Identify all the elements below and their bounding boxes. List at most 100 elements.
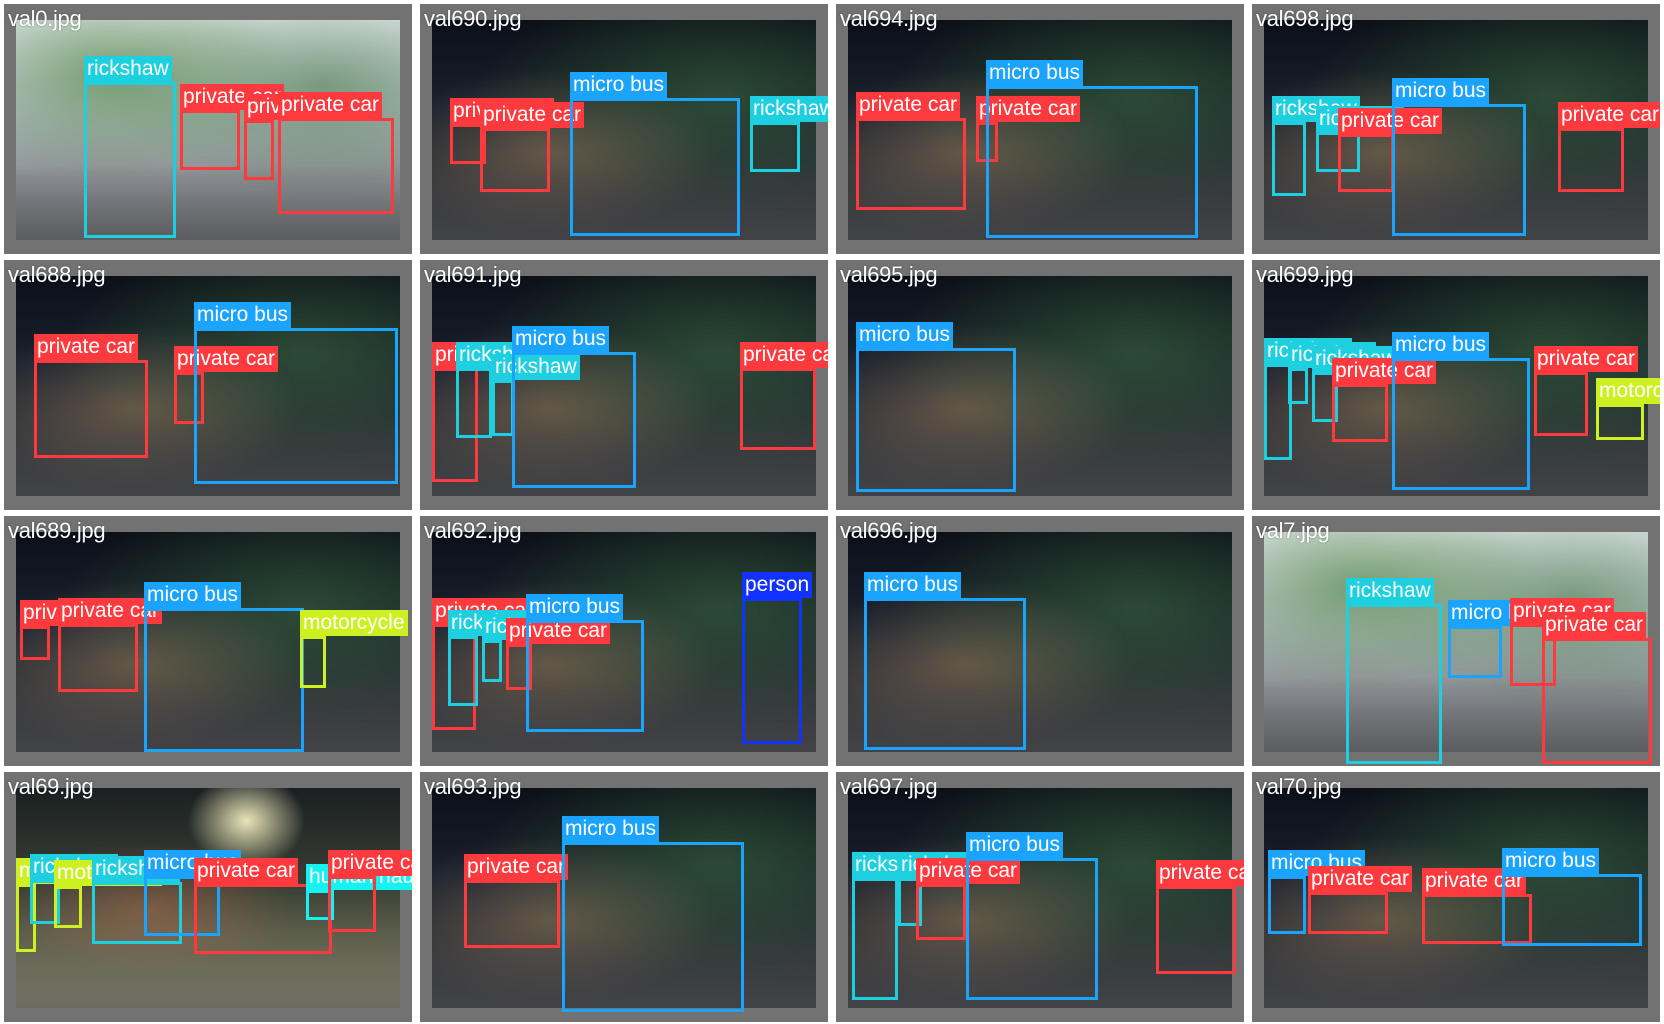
detection-box <box>58 624 138 692</box>
detection-box <box>750 122 800 172</box>
detection-box <box>1268 876 1306 934</box>
detection-label: private car <box>278 92 383 118</box>
detection-box <box>482 640 502 682</box>
detection-box <box>1264 364 1292 460</box>
detection-box <box>740 368 816 450</box>
detection-label: private car <box>174 346 279 372</box>
detection-box <box>1502 874 1642 946</box>
image-filename: val699.jpg <box>1256 262 1354 287</box>
detection-label: micro bus <box>966 832 1064 858</box>
detection-box <box>448 636 478 706</box>
detection-box <box>92 882 182 944</box>
detection-box <box>456 368 492 438</box>
detection-label: private car <box>506 618 611 644</box>
scene-photo <box>16 788 400 1008</box>
detection-label: rickshaw <box>84 56 172 82</box>
detection-box <box>480 128 550 192</box>
detection-box <box>1422 894 1532 944</box>
image-tile: private carrickshawrickshawmicro buspriv… <box>420 260 828 510</box>
detection-box <box>852 878 898 1000</box>
detection-box <box>1510 624 1556 686</box>
image-filename: val69.jpg <box>8 774 94 799</box>
scene-photo <box>16 532 400 752</box>
image-tile: private car private car micro bus val688.jp… <box>4 260 412 510</box>
detection-box <box>966 858 1098 1000</box>
detection-label: private car <box>480 102 585 128</box>
detection-box <box>464 880 560 948</box>
detection-box <box>1534 372 1588 436</box>
image-filename: val691.jpg <box>424 262 522 287</box>
image-tile: private car micro bus val693.jpg <box>420 772 828 1022</box>
detection-label: private car <box>1542 612 1647 638</box>
detection-box <box>562 842 744 1012</box>
detection-box <box>1596 404 1644 440</box>
detection-box <box>1338 134 1394 192</box>
detection-box <box>1346 604 1442 764</box>
image-filename: val0.jpg <box>8 6 82 31</box>
detection-box <box>1272 122 1306 196</box>
detection-label: motorcycle <box>1596 378 1660 404</box>
detection-box <box>194 328 398 484</box>
detection-label: private car <box>1534 346 1639 372</box>
detection-box <box>898 878 922 926</box>
image-filename: val696.jpg <box>840 518 938 543</box>
detection-box <box>506 644 532 690</box>
detection-label: rickshaw <box>1346 578 1434 604</box>
detection-label: private car <box>1558 102 1660 128</box>
detection-box <box>1332 384 1388 442</box>
detection-box <box>144 876 220 936</box>
detection-box <box>300 636 326 688</box>
detection-label: motorcycle <box>300 610 408 636</box>
detection-box <box>16 884 36 952</box>
detection-box <box>492 380 514 436</box>
detection-box <box>1288 368 1308 404</box>
image-filename: val692.jpg <box>424 518 522 543</box>
detection-box <box>1542 638 1652 764</box>
detection-label: micro bus <box>570 72 668 98</box>
detection-label: private car <box>1332 358 1437 384</box>
scene-photo <box>1264 532 1648 752</box>
detection-label: private car <box>856 92 961 118</box>
detection-label: micro bus <box>144 582 242 608</box>
detection-box <box>54 886 82 928</box>
image-filename: val689.jpg <box>8 518 106 543</box>
detection-label: private car <box>1156 860 1244 886</box>
detection-label: micro bus <box>1392 332 1490 358</box>
detection-label: micro bus <box>194 302 292 328</box>
detection-box <box>180 110 240 170</box>
image-tile: rickshaw micro bus private car private car v… <box>1252 516 1660 766</box>
detection-label: rickshaw <box>750 96 828 122</box>
detection-box <box>526 620 644 732</box>
image-tile: micro bus val696.jpg <box>836 516 1244 766</box>
detection-label: micro bus <box>526 594 624 620</box>
detection-label: micro bus <box>1502 848 1600 874</box>
detection-label: micro bus <box>986 60 1084 86</box>
image-tile: micro bus private car private car micro bus… <box>1252 772 1660 1022</box>
detection-box <box>328 876 376 932</box>
image-filename: val694.jpg <box>840 6 938 31</box>
detection-label: micro bus <box>864 572 962 598</box>
detection-box <box>1558 128 1624 192</box>
scene-photo <box>848 532 1232 752</box>
scene-photo <box>1264 276 1648 496</box>
detection-box <box>30 880 60 924</box>
detection-box <box>570 98 740 236</box>
detection-box <box>1312 372 1338 422</box>
detection-box <box>450 124 486 164</box>
detection-box <box>144 608 304 752</box>
detection-box <box>856 348 1016 492</box>
detection-box <box>986 86 1198 238</box>
detection-label: micro bus <box>562 816 660 842</box>
image-filename: val70.jpg <box>1256 774 1342 799</box>
detection-box <box>174 372 204 424</box>
detection-label: private car <box>1338 108 1443 134</box>
image-tile: micro bus val695.jpg <box>836 260 1244 510</box>
detection-label: person <box>742 572 813 598</box>
image-tile: private carrickshawrickshawprivate carmi… <box>420 516 828 766</box>
detection-label: micro bus <box>1392 78 1490 104</box>
scene-photo <box>16 20 400 240</box>
detection-box <box>856 118 966 210</box>
